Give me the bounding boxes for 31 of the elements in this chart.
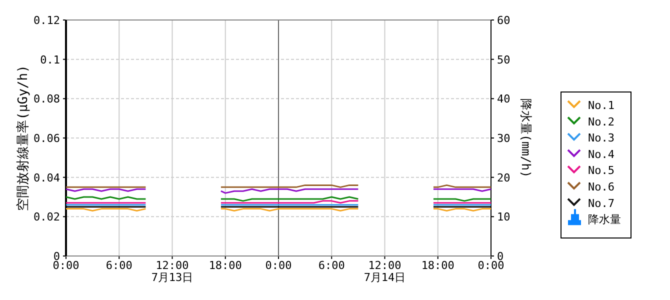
legend-label: No.7 xyxy=(588,196,614,210)
x-tick-label: 18:00 xyxy=(421,259,454,272)
x-tick-label: 12:00 7月13日 xyxy=(151,259,194,284)
x-tick-label: 18:00 xyxy=(208,259,242,272)
y2-axis-title: 降水量(mm/h) xyxy=(519,98,533,178)
y2-tick-label: 60 xyxy=(497,14,510,27)
x-tick-label: 6:00 xyxy=(106,259,132,272)
legend-label: No.1 xyxy=(588,99,614,112)
y-tick-label: 0.04 xyxy=(34,171,60,184)
legend-label: No.6 xyxy=(588,180,614,194)
y-tick-label: 0.12 xyxy=(34,14,60,27)
x-tick-label: 0:00 xyxy=(265,259,292,272)
y-tick-label: 0.1 xyxy=(40,53,60,66)
x-tick-label: 0:00 xyxy=(478,259,504,272)
legend-label: No.5 xyxy=(588,164,614,178)
y-tick-label: 0.08 xyxy=(34,92,60,106)
y-tick-label: 0.06 xyxy=(34,132,60,145)
x-tick-label: 0:00 xyxy=(52,259,80,272)
legend-label: 降水量 xyxy=(588,213,621,226)
legend-label: No.3 xyxy=(588,132,614,145)
y2-tick-label: 30 xyxy=(497,132,510,145)
y-axis-title: 空間放射線量率(μGy/h) xyxy=(15,65,31,211)
x-tick-label: 6:00 xyxy=(318,259,345,272)
y-tick-label: 0.02 xyxy=(34,210,60,224)
y2-tick-label: 40 xyxy=(497,92,510,106)
y2-tick-label: 10 xyxy=(497,210,510,224)
legend-label: No.4 xyxy=(588,148,615,161)
x-tick-label: 12:00 7月14日 xyxy=(364,259,406,284)
y2-tick-label: 50 xyxy=(497,53,510,66)
legend-label: No.2 xyxy=(588,115,614,128)
y2-tick-label: 20 xyxy=(497,171,510,184)
